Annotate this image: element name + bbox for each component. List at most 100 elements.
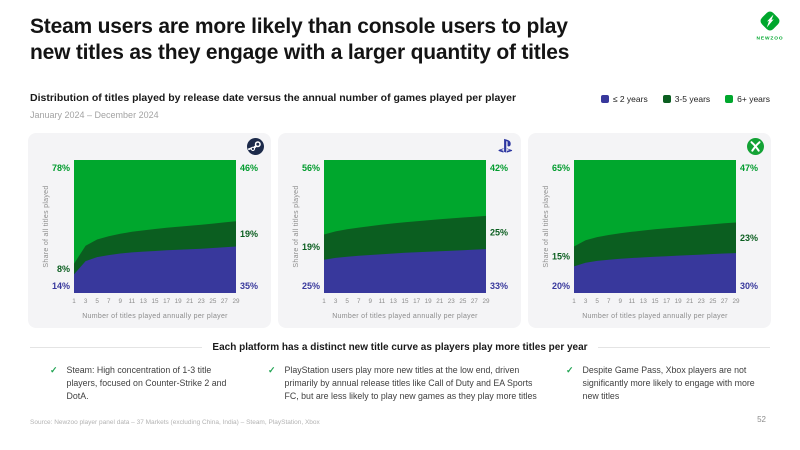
bullet-steam: ✓ Steam: High concentration of 1-3 title… — [50, 364, 268, 404]
x-tick-label: 11 — [379, 298, 386, 305]
bullet-xbox-text: Despite Game Pass, Xbox players are not … — [582, 365, 755, 402]
legend: ≤ 2 years 3-5 years 6+ years — [600, 94, 770, 104]
y-axis-title: Share of all titles played — [293, 185, 300, 267]
x-tick-label: 7 — [107, 298, 111, 305]
x-tick-label: 23 — [698, 298, 706, 305]
pct-label: 19% — [302, 242, 320, 252]
y-axis-title: Share of all titles played — [43, 185, 50, 267]
legend-label: 6+ years — [737, 94, 770, 104]
pct-label: 14% — [52, 281, 70, 291]
chart-card-xbox: 1 3 5 7 9 11 13 15 17 19 21 23 25 27 29 Number of title… — [528, 133, 771, 328]
legend-swatch — [600, 95, 609, 103]
x-tick-label: 21 — [686, 298, 694, 305]
divider-line-right — [597, 347, 770, 348]
x-tick-label: 15 — [401, 298, 409, 305]
x-tick-label: 29 — [482, 298, 490, 305]
x-tick-label: 23 — [198, 298, 206, 305]
x-tick-label: 11 — [129, 298, 136, 305]
x-tick-label: 15 — [151, 298, 159, 305]
x-tick-label: 1 — [572, 298, 576, 305]
x-tick-label: 9 — [619, 298, 623, 305]
x-tick-label: 1 — [72, 298, 76, 305]
chart-subtitle: Distribution of titles played by release… — [30, 92, 517, 104]
steam-icon — [247, 138, 264, 155]
x-tick-label: 27 — [471, 298, 479, 305]
x-tick-label: 23 — [448, 298, 456, 305]
x-tick-label: 27 — [721, 298, 729, 305]
page-number: 52 — [757, 415, 766, 424]
title-line-1: Steam users are more likely than console… — [30, 15, 568, 38]
x-tick-label: 9 — [369, 298, 373, 305]
x-axis-title: Number of titles played annually per pla… — [332, 313, 478, 320]
pct-label: 19% — [240, 229, 258, 239]
playstation-icon — [497, 138, 514, 155]
x-tick-label: 19 — [425, 298, 433, 305]
bullet-steam-text: Steam: High concentration of 1-3 title p… — [66, 365, 227, 402]
x-tick-label: 25 — [209, 298, 217, 305]
x-tick-label: 19 — [175, 298, 183, 305]
insight-bullets: ✓ Steam: High concentration of 1-3 title… — [50, 364, 771, 404]
x-axis-title: Number of titles played annually per pla… — [582, 313, 728, 320]
x-tick-label: 17 — [663, 298, 671, 305]
x-tick-label: 29 — [732, 298, 740, 305]
legend-label: 3-5 years — [674, 94, 711, 104]
check-icon: ✓ — [566, 365, 574, 375]
pct-label: 15% — [552, 251, 570, 261]
chart-card-steam: 1 3 5 7 9 11 13 15 17 19 21 23 25 27 29 Number of title… — [28, 133, 271, 328]
date-range: January 2024 – December 2024 — [30, 110, 159, 120]
x-tick-label: 27 — [221, 298, 229, 305]
newzoo-logo: NEWZOO — [750, 8, 790, 47]
check-icon: ✓ — [50, 365, 58, 375]
insight-heading-divider: Each platform has a distinct new title c… — [30, 342, 770, 353]
x-tick-label: 5 — [95, 298, 99, 305]
x-tick-label: 13 — [390, 298, 398, 305]
x-tick-label: 25 — [459, 298, 467, 305]
bullet-xbox: ✓ Despite Game Pass, Xbox players are no… — [566, 364, 771, 404]
x-tick-label: 13 — [640, 298, 648, 305]
chart-cards-row: 1 3 5 7 9 11 13 15 17 19 21 23 25 27 29 Number of title… — [28, 133, 771, 328]
x-tick-label: 11 — [629, 298, 636, 305]
x-tick-label: 29 — [232, 298, 240, 305]
pct-label: 30% — [740, 281, 758, 291]
x-tick-label: 7 — [607, 298, 611, 305]
chart-card-playstation: 1 3 5 7 9 11 13 15 17 19 21 23 25 27 29 Number of title… — [278, 133, 521, 328]
legend-item: 3-5 years — [662, 94, 711, 104]
x-tick-label: 21 — [436, 298, 444, 305]
x-tick-label: 7 — [357, 298, 361, 305]
x-tick-label: 3 — [84, 298, 88, 305]
x-tick-label: 3 — [584, 298, 588, 305]
newzoo-logo-icon: NEWZOO — [757, 11, 784, 42]
insight-heading: Each platform has a distinct new title c… — [212, 342, 588, 353]
divider-line-left — [30, 347, 203, 348]
pct-label: 25% — [490, 228, 508, 238]
logo-text: NEWZOO — [757, 36, 784, 42]
x-tick-label: 3 — [334, 298, 338, 305]
pct-label: 23% — [740, 233, 758, 243]
legend-swatch — [662, 95, 671, 103]
pct-label: 78% — [52, 163, 70, 173]
x-tick-label: 5 — [345, 298, 349, 305]
bullet-playstation: ✓ PlayStation users play more new titles… — [268, 364, 566, 404]
title-line-2: new titles as they engage with a larger … — [30, 40, 570, 64]
x-tick-label: 9 — [119, 298, 123, 305]
y-axis-title: Share of all titles played — [543, 185, 550, 267]
x-tick-label: 17 — [163, 298, 171, 305]
x-tick-label: 13 — [140, 298, 148, 305]
x-tick-label: 15 — [651, 298, 659, 305]
bullet-playstation-text: PlayStation users play more new titles a… — [284, 365, 537, 402]
legend-item: 6+ years — [725, 94, 770, 104]
x-tick-label: 17 — [413, 298, 421, 305]
source-note: Source: Newzoo player panel data – 37 Ma… — [30, 419, 320, 426]
pct-label: 25% — [302, 281, 320, 291]
legend-swatch — [725, 95, 734, 103]
x-tick-label: 5 — [595, 298, 599, 305]
x-tick-label: 19 — [675, 298, 683, 305]
pct-label: 20% — [552, 281, 570, 291]
pct-label: 42% — [490, 163, 508, 173]
x-tick-label: 21 — [186, 298, 194, 305]
page-title: Steam users are more likely than console… — [30, 14, 569, 65]
